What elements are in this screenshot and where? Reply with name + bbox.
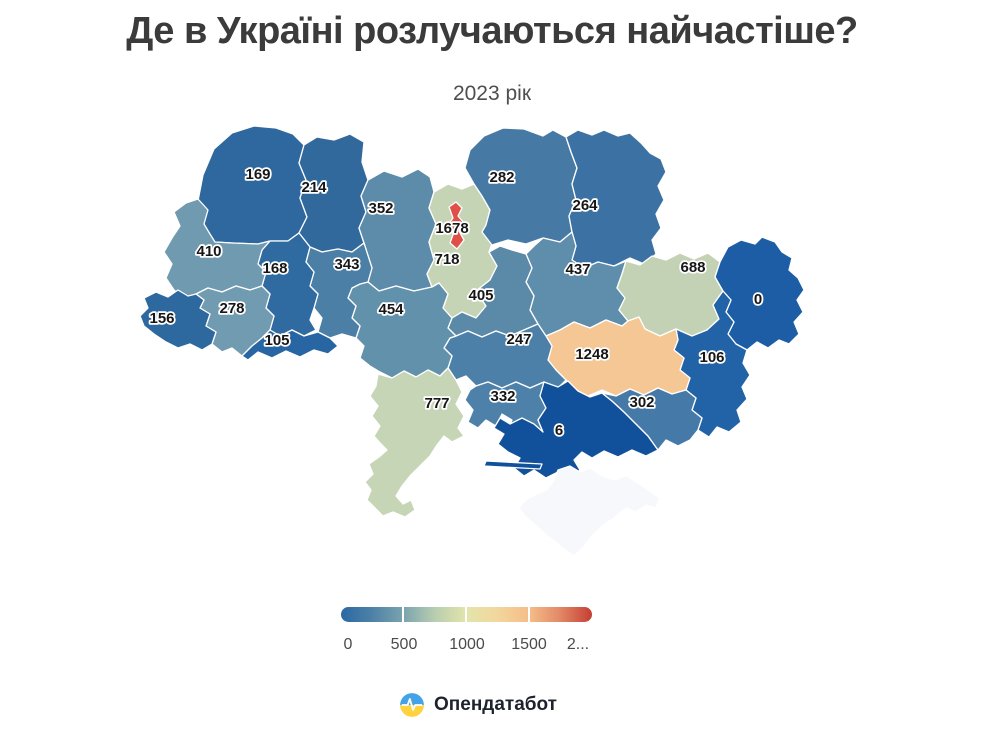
region-zaporizhzhia[interactable] (601, 387, 703, 451)
legend-labels: 0 500 1000 1500 2... (341, 636, 592, 658)
region-value-poltava: 437 (565, 261, 590, 278)
region-value-vinnytsia: 454 (378, 301, 404, 318)
legend-label-0: 0 (343, 636, 353, 653)
page-title: Де в Україні розлучаються найчастіше? (126, 10, 858, 52)
region-kyiv-city[interactable] (446, 201, 465, 250)
region-volyn[interactable] (196, 125, 308, 245)
legend-label-500: 500 (390, 636, 418, 653)
legend-tick-25 (402, 607, 404, 622)
region-value-kyiv-oblast: 718 (434, 251, 459, 268)
brand-name: Опендатабот (434, 694, 557, 715)
region-value-chernivtsi: 105 (264, 332, 289, 349)
color-legend: 0 500 1000 1500 2... (341, 607, 592, 658)
region-value-kyiv-city: 1678 (435, 220, 468, 237)
region-chernivtsi[interactable] (241, 329, 339, 361)
region-odesa[interactable] (364, 367, 465, 518)
region-value-zaporizhzhia: 302 (629, 394, 654, 411)
region-crimea[interactable] (518, 465, 661, 557)
region-value-ivano-frankivsk: 278 (219, 300, 244, 317)
region-value-kherson: 6 (555, 422, 563, 439)
opendatabot-icon (400, 693, 424, 717)
region-zakarpattia[interactable] (139, 289, 217, 351)
region-value-kirovohrad: 247 (506, 331, 531, 348)
opendatabot-logo: Опендатабот (399, 692, 557, 718)
region-value-volyn: 169 (245, 166, 270, 183)
region-sumy[interactable] (565, 129, 667, 269)
region-kinburn-spit[interactable] (483, 460, 543, 470)
region-value-chernihiv: 282 (489, 169, 514, 186)
region-vinnytsia[interactable] (347, 281, 457, 379)
region-value-luhansk: 0 (754, 291, 762, 308)
page-subtitle: 2023 рік (452, 82, 532, 105)
legend-label-1000: 1000 (449, 636, 485, 653)
region-value-odesa: 777 (424, 395, 449, 412)
labels-layer: 169 214 352 718 282 264 437 688 0 106 1248 405 247 33… (148, 164, 764, 441)
region-value-cherkasy: 405 (468, 287, 493, 304)
legend-tick-75 (528, 607, 530, 622)
region-value-lviv: 410 (196, 243, 221, 260)
region-value-sumy: 264 (572, 197, 598, 214)
region-value-donetsk: 106 (699, 349, 724, 366)
legend-gradient-bar (341, 607, 592, 622)
regions-layer (139, 125, 805, 557)
region-value-khmelnytskyi: 343 (334, 256, 359, 273)
legend-label-2000: 2... (566, 636, 590, 653)
legend-label-1500: 1500 (511, 636, 547, 653)
region-value-dnipropetrovsk: 1248 (575, 346, 608, 363)
region-value-rivne: 214 (301, 179, 327, 196)
legend-tick-50 (465, 607, 467, 622)
region-value-kharkiv: 688 (680, 259, 705, 276)
region-value-zakarpattia: 156 (149, 310, 174, 327)
region-value-ternopil: 168 (262, 260, 287, 277)
region-value-zhytomyr: 352 (368, 200, 393, 217)
region-value-mykolaiv: 332 (490, 388, 515, 405)
